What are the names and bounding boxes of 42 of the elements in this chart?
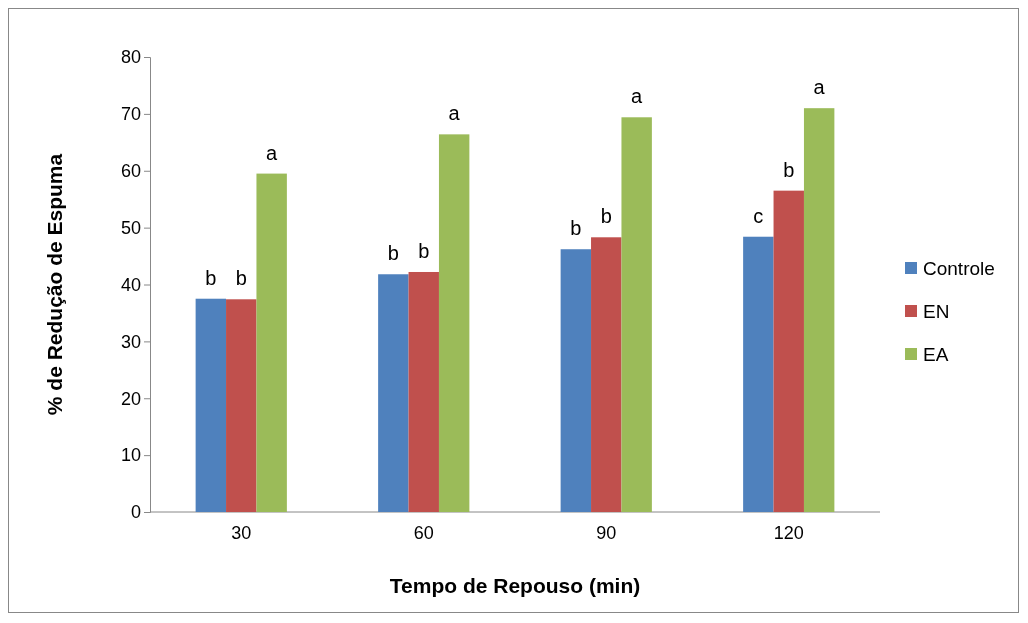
data-label: b (570, 217, 582, 240)
data-label: a (448, 102, 461, 125)
bar (773, 190, 804, 512)
x-tick-label: 30 (231, 522, 252, 543)
data-label: b (783, 158, 795, 181)
y-tick-label: 0 (130, 502, 141, 523)
y-tick-label: 60 (120, 161, 141, 182)
y-tick-label: 80 (120, 47, 141, 68)
bar (195, 298, 227, 512)
y-tick-label: 50 (120, 217, 141, 238)
data-label: b (205, 266, 217, 289)
data-label: b (387, 242, 399, 265)
bar (378, 274, 409, 512)
legend-label: EN (923, 301, 950, 322)
bar (621, 117, 652, 512)
y-tick-label: 70 (120, 104, 141, 125)
data-label: a (266, 141, 279, 164)
bar (591, 237, 622, 512)
y-tick-label: 30 (120, 331, 141, 352)
data-label: b (600, 205, 612, 228)
y-tick-label: 10 (120, 445, 141, 466)
y-axis-title: % de Redução de Espuma (43, 153, 66, 416)
data-label: a (631, 85, 644, 108)
y-tick-label: 40 (120, 274, 141, 295)
bar (226, 299, 257, 512)
legend-label: Controle (923, 258, 995, 279)
bar (743, 236, 774, 512)
data-label: a (813, 76, 826, 99)
bar (408, 271, 439, 512)
x-axis-title: Tempo de Repouso (min) (389, 574, 641, 597)
data-label: b (418, 239, 430, 262)
bar (438, 134, 470, 512)
x-tick-label: 120 (773, 522, 804, 543)
bar (256, 173, 287, 512)
x-tick-label: 90 (596, 522, 617, 543)
legend-label: EA (923, 344, 949, 365)
x-tick-label: 60 (413, 522, 434, 543)
data-label: c (753, 204, 764, 227)
bar (560, 249, 592, 512)
bar (803, 108, 835, 512)
data-label: b (235, 267, 247, 290)
y-tick-label: 20 (120, 388, 141, 409)
